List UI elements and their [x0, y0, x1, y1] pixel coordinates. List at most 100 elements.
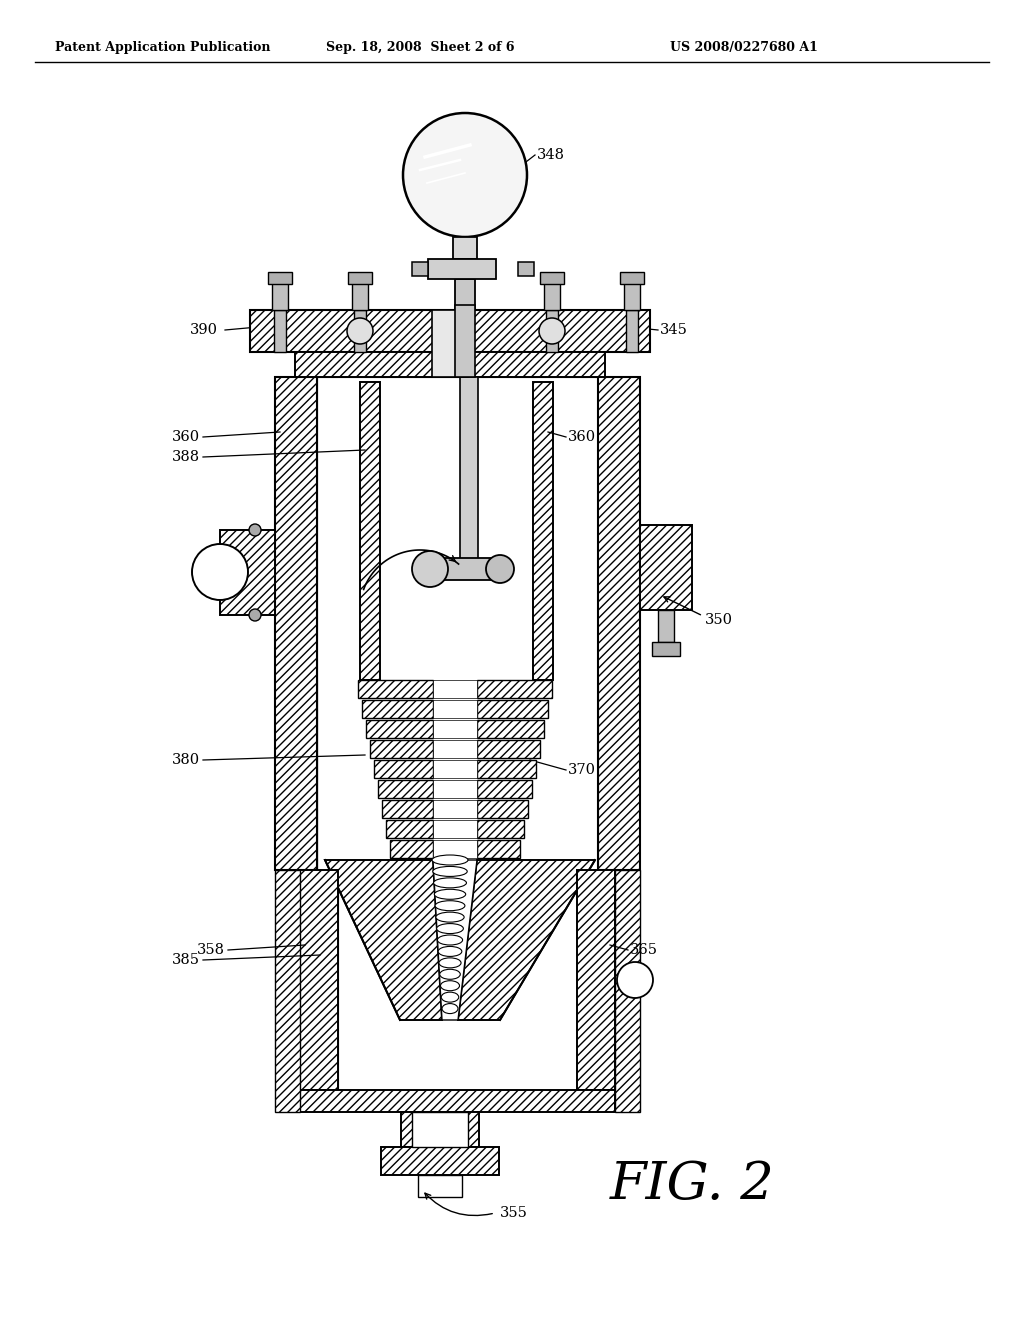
Bar	[652, 642, 680, 656]
Bar	[412, 261, 428, 276]
Text: Patent Application Publication: Patent Application Publication	[55, 41, 270, 54]
Text: 388: 388	[172, 450, 200, 465]
Circle shape	[403, 114, 527, 238]
Text: 390: 390	[190, 323, 218, 337]
Polygon shape	[300, 1090, 615, 1111]
Ellipse shape	[432, 855, 468, 865]
Ellipse shape	[433, 866, 467, 876]
Text: 385: 385	[172, 953, 200, 968]
Ellipse shape	[434, 890, 466, 899]
Text: 370: 370	[568, 763, 596, 777]
Polygon shape	[433, 700, 477, 718]
Polygon shape	[381, 1147, 499, 1175]
Ellipse shape	[437, 935, 463, 945]
Polygon shape	[433, 719, 477, 738]
Polygon shape	[477, 680, 552, 698]
Bar	[274, 310, 286, 352]
Ellipse shape	[439, 969, 460, 979]
Bar	[268, 272, 292, 284]
Polygon shape	[386, 820, 433, 838]
Polygon shape	[360, 381, 380, 680]
Bar	[626, 310, 638, 352]
Polygon shape	[433, 780, 477, 799]
Ellipse shape	[436, 924, 464, 933]
Polygon shape	[433, 820, 477, 838]
Polygon shape	[370, 741, 433, 758]
Bar	[348, 272, 372, 284]
Ellipse shape	[439, 958, 461, 968]
Bar	[518, 261, 534, 276]
Bar	[272, 282, 288, 310]
Ellipse shape	[442, 1003, 458, 1014]
Bar	[295, 352, 605, 378]
Polygon shape	[433, 840, 477, 858]
Polygon shape	[300, 870, 338, 1090]
Ellipse shape	[440, 981, 460, 991]
Bar	[422, 558, 500, 579]
Text: 355: 355	[500, 1206, 528, 1220]
Text: 360: 360	[568, 430, 596, 444]
Polygon shape	[477, 760, 536, 777]
Polygon shape	[615, 870, 640, 1111]
Polygon shape	[401, 1111, 479, 1147]
Bar	[546, 310, 558, 352]
Polygon shape	[477, 840, 520, 858]
Text: 348: 348	[537, 148, 565, 162]
Bar	[352, 282, 368, 310]
Text: 350: 350	[705, 612, 733, 627]
Polygon shape	[378, 780, 433, 799]
Polygon shape	[362, 700, 433, 718]
Polygon shape	[477, 741, 540, 758]
Text: 365: 365	[630, 942, 658, 957]
Bar	[418, 1175, 462, 1197]
Ellipse shape	[441, 993, 459, 1002]
Text: US 2008/0227680 A1: US 2008/0227680 A1	[670, 41, 818, 54]
Polygon shape	[358, 680, 433, 698]
Circle shape	[412, 550, 449, 587]
Polygon shape	[433, 741, 477, 758]
Bar	[354, 310, 366, 352]
Polygon shape	[317, 378, 598, 870]
Circle shape	[539, 318, 565, 345]
Polygon shape	[477, 719, 544, 738]
Ellipse shape	[435, 900, 465, 911]
Bar	[540, 272, 564, 284]
Circle shape	[249, 609, 261, 620]
Circle shape	[249, 524, 261, 536]
Polygon shape	[433, 800, 477, 818]
Polygon shape	[458, 861, 595, 1020]
Circle shape	[347, 318, 373, 345]
Circle shape	[486, 554, 514, 583]
Polygon shape	[220, 531, 275, 615]
Bar	[455, 305, 475, 378]
Polygon shape	[640, 525, 692, 610]
Bar	[620, 272, 644, 284]
Polygon shape	[477, 700, 548, 718]
Bar	[428, 259, 496, 279]
Polygon shape	[325, 861, 442, 1020]
Bar	[460, 378, 478, 560]
Ellipse shape	[436, 912, 464, 923]
Bar	[658, 610, 674, 642]
Bar	[624, 282, 640, 310]
Bar	[544, 282, 560, 310]
Bar	[453, 238, 477, 259]
Text: 358: 358	[197, 942, 225, 957]
Polygon shape	[433, 760, 477, 777]
Text: 380: 380	[172, 752, 200, 767]
Polygon shape	[433, 861, 477, 1020]
Text: 345: 345	[660, 323, 688, 337]
Polygon shape	[433, 680, 477, 698]
Polygon shape	[477, 800, 528, 818]
Polygon shape	[577, 870, 615, 1090]
Polygon shape	[338, 870, 577, 1090]
Polygon shape	[275, 378, 317, 870]
Text: 360: 360	[172, 430, 200, 444]
Ellipse shape	[438, 946, 462, 957]
Circle shape	[617, 962, 653, 998]
Polygon shape	[275, 870, 300, 1111]
Polygon shape	[374, 760, 433, 777]
Polygon shape	[390, 840, 433, 858]
Polygon shape	[366, 719, 433, 738]
Polygon shape	[598, 378, 640, 870]
